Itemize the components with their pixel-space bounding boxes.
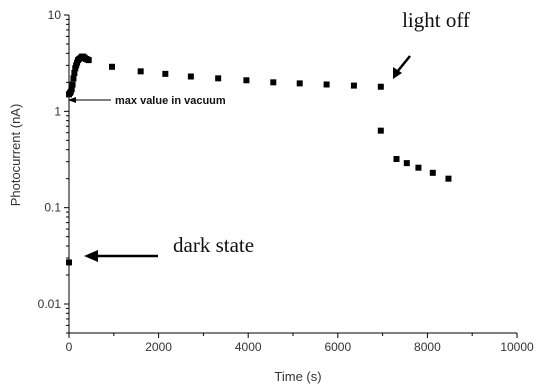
data-points xyxy=(66,53,452,266)
y-tick-label: 10 xyxy=(48,8,62,22)
data-point xyxy=(377,83,384,90)
data-point xyxy=(137,68,144,75)
data-point xyxy=(68,86,75,93)
y-tick-label: 1 xyxy=(54,104,61,118)
annotation-max-vacuum-arrowhead xyxy=(68,97,76,103)
x-axis-title: Time (s) xyxy=(274,369,321,384)
data-point xyxy=(70,75,77,82)
data-point xyxy=(66,259,72,266)
y-axis-title: Photocurrent (nA) xyxy=(8,104,23,207)
data-point xyxy=(350,82,357,89)
data-point xyxy=(415,164,422,171)
annotation-max-vacuum: max value in vacuum xyxy=(115,95,226,107)
data-point xyxy=(270,79,277,86)
data-point xyxy=(377,127,384,134)
data-point xyxy=(445,175,452,182)
x-tick-label: 0 xyxy=(66,340,73,354)
data-point xyxy=(243,77,250,84)
y-tick-label: 0.01 xyxy=(38,297,62,311)
data-point xyxy=(69,81,76,88)
data-point xyxy=(403,160,410,167)
data-point xyxy=(296,80,303,87)
x-tick-label: 6000 xyxy=(324,340,351,354)
data-point xyxy=(71,69,78,76)
x-tick-label: 10000 xyxy=(500,340,534,354)
x-tick-label: 2000 xyxy=(145,340,172,354)
data-point xyxy=(323,81,330,88)
data-point xyxy=(109,63,116,70)
data-point xyxy=(187,73,194,80)
annotation-dark-state: dark state xyxy=(173,233,254,257)
annotation-light-off-arrowhead xyxy=(393,67,402,79)
annotation-light-off-arrow xyxy=(396,55,411,73)
data-point xyxy=(393,156,400,163)
data-point xyxy=(429,169,436,176)
x-ticks: 0 2000 4000 6000 8000 10000 xyxy=(66,333,534,354)
annotation-dark-state-arrowhead xyxy=(84,250,98,262)
annotation-light-off: light off xyxy=(402,8,470,32)
x-tick-label: 8000 xyxy=(414,340,441,354)
x-tick-label: 4000 xyxy=(235,340,262,354)
data-point xyxy=(162,70,169,77)
y-tick-label: 0.1 xyxy=(44,201,61,215)
data-point xyxy=(215,75,222,82)
axes xyxy=(68,15,517,334)
data-point xyxy=(85,57,92,64)
y-ticks: 0.01 0.1 1 10 xyxy=(38,8,69,334)
